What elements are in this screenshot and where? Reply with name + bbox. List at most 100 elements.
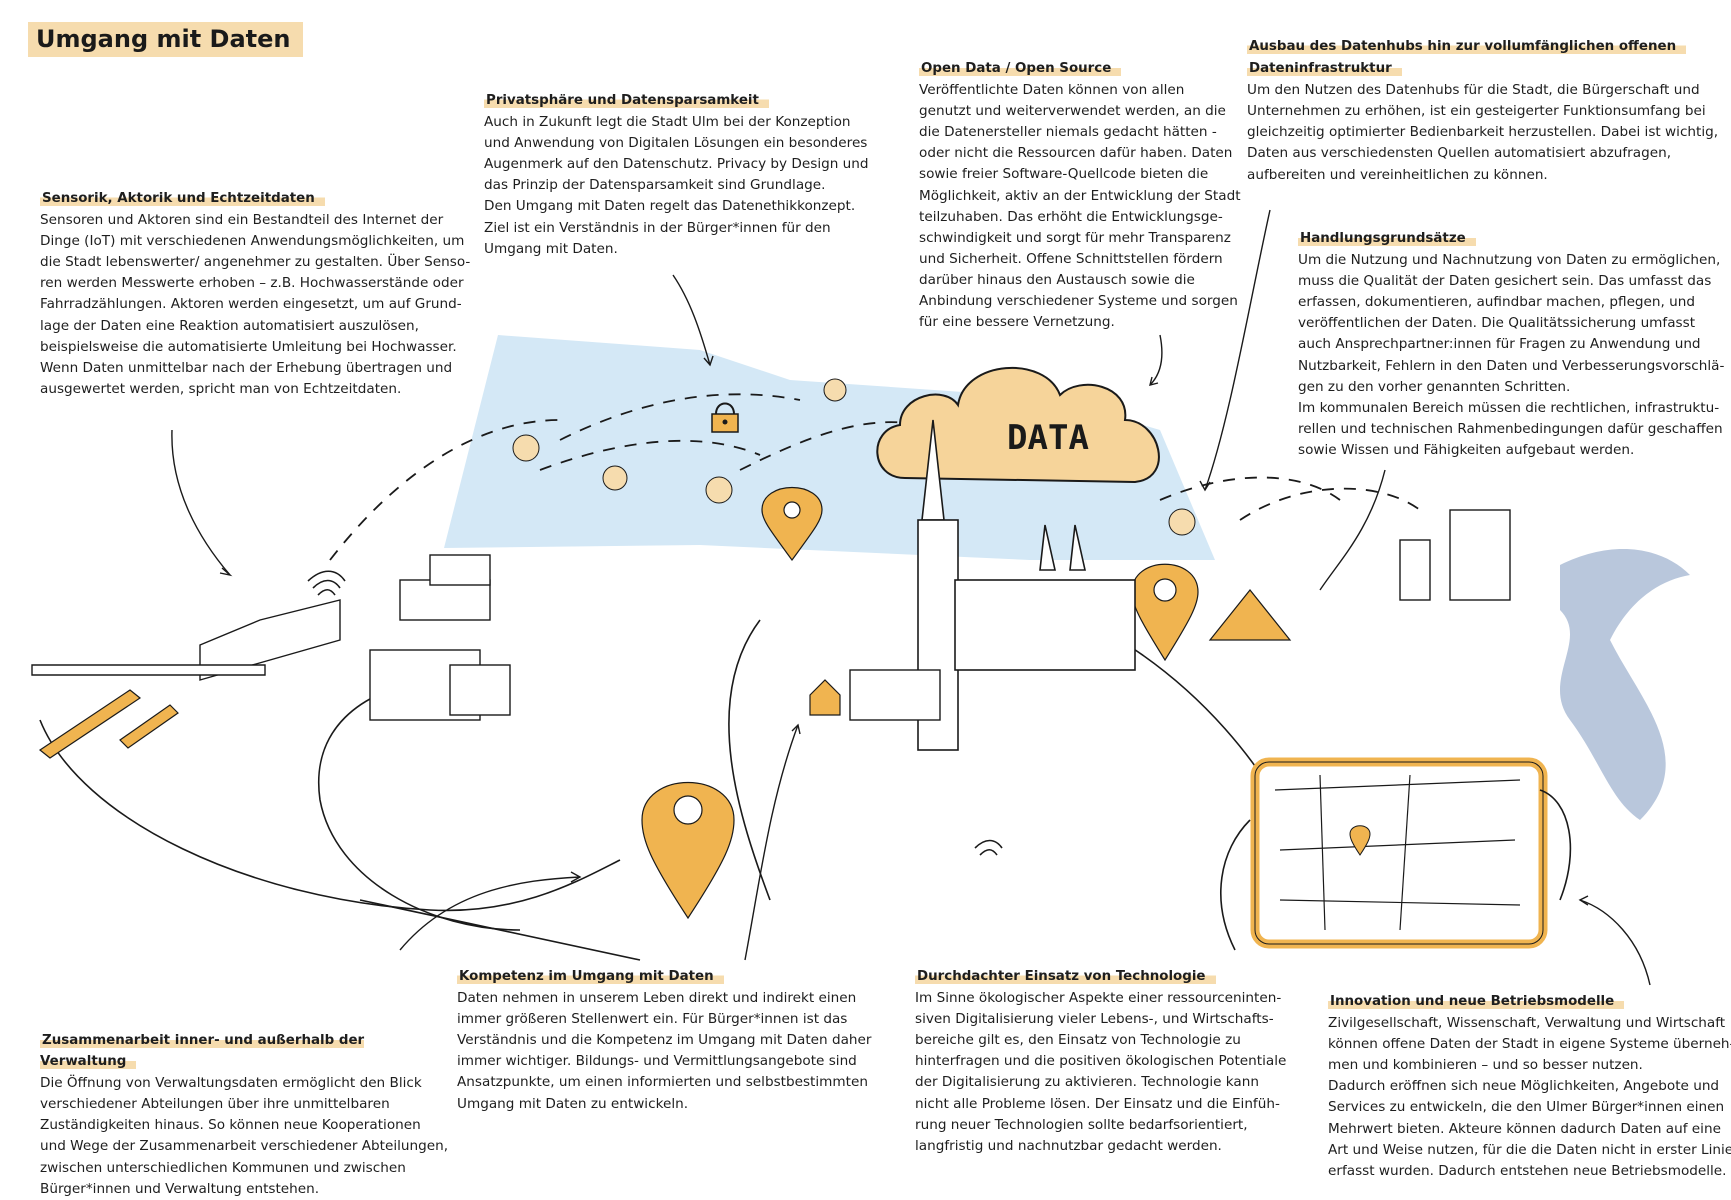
text-line: Mehrwert bieten. Akteure können dadurch … [1328, 1120, 1721, 1137]
wifi-signal-icon [307, 570, 1003, 856]
text-line: und Sicherheit. Offene Schnittstellen fö… [919, 250, 1223, 267]
text-line: ren werden Messwerte erhoben – z.B. Hoch… [40, 275, 464, 292]
section-body: Um den Nutzen des Datenhubs für die Stad… [1247, 80, 1719, 185]
text-line: rellen und technischen Rahmenbedingungen… [1298, 420, 1723, 437]
text-line: Möglichkeit, aktiv an der Entwicklung de… [919, 187, 1241, 204]
text-line: Umgang mit Daten zu entwickeln. [457, 1095, 689, 1112]
text-line: auch Ansprechpartner:innen für Fragen zu… [1298, 336, 1701, 353]
page-title: Umgang mit Daten [28, 22, 303, 57]
location-pin-icon [641, 781, 735, 920]
text-line: Veröffentlichte Daten können von allen [919, 82, 1185, 99]
text-line: sowie Wissen und Fähigkeiten aufgebaut w… [1298, 441, 1635, 458]
section-body: Im Sinne ökologischer Aspekte einer ress… [915, 988, 1287, 1157]
text-line: erfasst wurden. Dadurch entstehen neue B… [1328, 1162, 1727, 1179]
section-heading: Innovation und neue Betriebsmodelle [1328, 994, 1625, 1009]
text-line: schwindigkeit und sorgt für mehr Transpa… [919, 229, 1231, 246]
highlight-buildings [809, 589, 1292, 716]
text-line: der Digitalisierung zu aktivieren. Techn… [915, 1074, 1259, 1091]
section-privatsphaere: Privatsphäre und Datensparsamkeit Auch i… [484, 90, 884, 260]
text-line: Bürger*innen und Verwaltung entstehen. [40, 1180, 320, 1197]
sky-area [444, 335, 1215, 560]
data-cloud-icon: DATA [876, 366, 1160, 484]
text-line: siven Digitalisierung vieler Lebens-, un… [915, 1011, 1274, 1028]
section-body: Die Öffnung von Verwaltungsdaten ermögli… [40, 1073, 460, 1200]
text-line: Anbindung verschiedener Systeme und sorg… [919, 293, 1238, 310]
location-pin-icon [1131, 563, 1199, 662]
text-line: langfristig und nachnutzbar gedacht werd… [915, 1137, 1222, 1154]
text-line: gleichzeitig optimierter Bedienbarkeit h… [1247, 124, 1719, 141]
section-innovation: Innovation und neue Betriebsmodelle Zivi… [1328, 991, 1731, 1182]
section-handlung: Handlungsgrundsätze Um die Nutzung und N… [1298, 228, 1725, 461]
text-line: das Prinzip der Datensparsamkeit sind Gr… [484, 177, 826, 194]
text-line: Zivilgesellschaft, Wissenschaft, Verwalt… [1328, 1015, 1726, 1032]
text-line: genutzt und weiterverwendet werden, an d… [919, 103, 1226, 120]
text-line: rung neuer Technologien sollte bedarfsor… [915, 1116, 1248, 1133]
section-body: Auch in Zukunft legt die Stadt Ulm bei d… [484, 112, 884, 260]
text-line: veröffentlichen der Daten. Die Qualitäts… [1298, 315, 1696, 332]
trains [38, 689, 179, 759]
text-line: Dinge (IoT) mit verschiedenen Anwendungs… [40, 233, 465, 250]
text-line: und Anwendung von Digitalen Lösungen ein… [484, 135, 868, 152]
text-line: gen zu den vorher genannten Schritten. [1298, 378, 1571, 395]
text-line: Ansatzpunkte, um einen informierten und … [457, 1074, 868, 1091]
text-line: Daten nehmen in unserem Leben direkt und… [457, 990, 857, 1007]
text-line: men und kombinieren – und so besser nutz… [1328, 1057, 1643, 1074]
text-line: Daten aus verschiedensten Quellen automa… [1247, 145, 1672, 162]
section-opendata: Open Data / Open Source Veröffentlichte … [919, 58, 1249, 333]
section-heading: Sensorik, Aktorik und Echtzeitdaten [40, 191, 325, 206]
text-line: immer größeren Stellenwert ein. Für Bürg… [457, 1011, 848, 1028]
text-line: Unternehmen zu erhöhen, ist ein gesteige… [1247, 103, 1706, 120]
section-zusammenarbeit: Zusammenarbeit inner- und außerhalb der … [40, 1030, 460, 1200]
section-body: Daten nehmen in unserem Leben direkt und… [457, 988, 872, 1115]
section-sensorik: Sensorik, Aktorik und Echtzeitdaten Sens… [40, 188, 470, 400]
text-line: ausgewertet werden, spricht man von Echt… [40, 380, 402, 397]
text-line: verschiedener Abteilungen über ihre unmi… [40, 1096, 390, 1113]
section-heading: Handlungsgrundsätze [1298, 231, 1476, 246]
text-line: nicht alle Probleme lösen. Der Einsatz u… [915, 1095, 1280, 1112]
text-line: Fahrradzählungen. Aktoren werden eingese… [40, 296, 462, 313]
text-line: können offene Daten der Stadt in eigene … [1328, 1036, 1731, 1053]
section-body: Um die Nutzung und Nachnutzung von Daten… [1298, 250, 1725, 461]
text-line: für eine bessere Vernetzung. [919, 314, 1115, 331]
location-pin-icon [1349, 825, 1371, 856]
text-line: bereiche gilt es, den Einsatz von Techno… [915, 1032, 1241, 1049]
text-line: aufbereiten und vereinheitlichen zu könn… [1247, 166, 1548, 183]
text-line: Augenmerk auf den Datenschutz. Privacy b… [484, 156, 869, 173]
text-line: teilzuhaben. Das erhöht die Entwicklungs… [919, 208, 1223, 225]
text-line: beispielsweise die automatisierte Umleit… [40, 338, 457, 355]
section-heading: Ausbau des Datenhubs hin zur vollumfängl… [1247, 39, 1687, 54]
text-line: lage der Daten eine Reaktion automatisie… [40, 317, 419, 334]
section-datenhub: Ausbau des Datenhubs hin zur vollumfängl… [1247, 36, 1719, 186]
text-line: erfassen, dokumentieren, aufindbar mache… [1298, 294, 1696, 311]
text-line: Den Umgang mit Daten regelt das Dateneth… [484, 198, 856, 215]
section-heading: Kompetenz im Umgang mit Daten [457, 969, 724, 984]
text-line: immer wichtiger. Bildungs- und Vermittlu… [457, 1053, 857, 1070]
text-line: Services zu entwickeln, die den Ulmer Bü… [1328, 1099, 1725, 1116]
cloud-label: DATA [1007, 418, 1089, 458]
text-line: und Wege der Zusammenarbeit verschiedene… [40, 1138, 449, 1155]
section-body: Veröffentlichte Daten können von allen g… [919, 80, 1249, 333]
text-line: Im Sinne ökologischer Aspekte einer ress… [915, 990, 1282, 1007]
text-line: Um die Nutzung und Nachnutzung von Daten… [1298, 252, 1721, 269]
river [1560, 548, 1690, 820]
section-body: Zivilgesellschaft, Wissenschaft, Verwalt… [1328, 1013, 1731, 1182]
text-line: Auch in Zukunft legt die Stadt Ulm bei d… [484, 114, 851, 131]
text-line: Verständnis und die Kompetenz im Umgang … [457, 1032, 872, 1049]
text-line: hinterfragen und die positiven ökologisc… [915, 1053, 1287, 1070]
text-line: zwischen unterschiedlichen Kommunen und … [40, 1159, 406, 1176]
location-pin-icon [761, 487, 823, 562]
text-line: die Datenersteller niemals gedacht hätte… [919, 124, 1217, 141]
cathedral [917, 419, 1136, 751]
section-kompetenz: Kompetenz im Umgang mit Daten Daten nehm… [457, 966, 872, 1115]
text-line: Art und Weise nutzen, für die die Daten … [1328, 1141, 1731, 1158]
text-line: darüber hinaus den Austausch sowie die [919, 271, 1195, 288]
text-line: muss die Qualität der Daten gesichert se… [1298, 273, 1712, 290]
section-body: Sensoren und Aktoren sind ein Bestandtei… [40, 210, 470, 400]
pointer-arrows [171, 209, 1651, 986]
city-buildings [31, 509, 1511, 721]
section-heading: Durchdachter Einsatz von Technologie [915, 969, 1216, 984]
location-pins [641, 487, 1199, 920]
text-line: Nutzbarkeit, Fehlern in den Daten und Ve… [1298, 357, 1725, 374]
text-line: Sensoren und Aktoren sind ein Bestandtei… [40, 212, 444, 229]
